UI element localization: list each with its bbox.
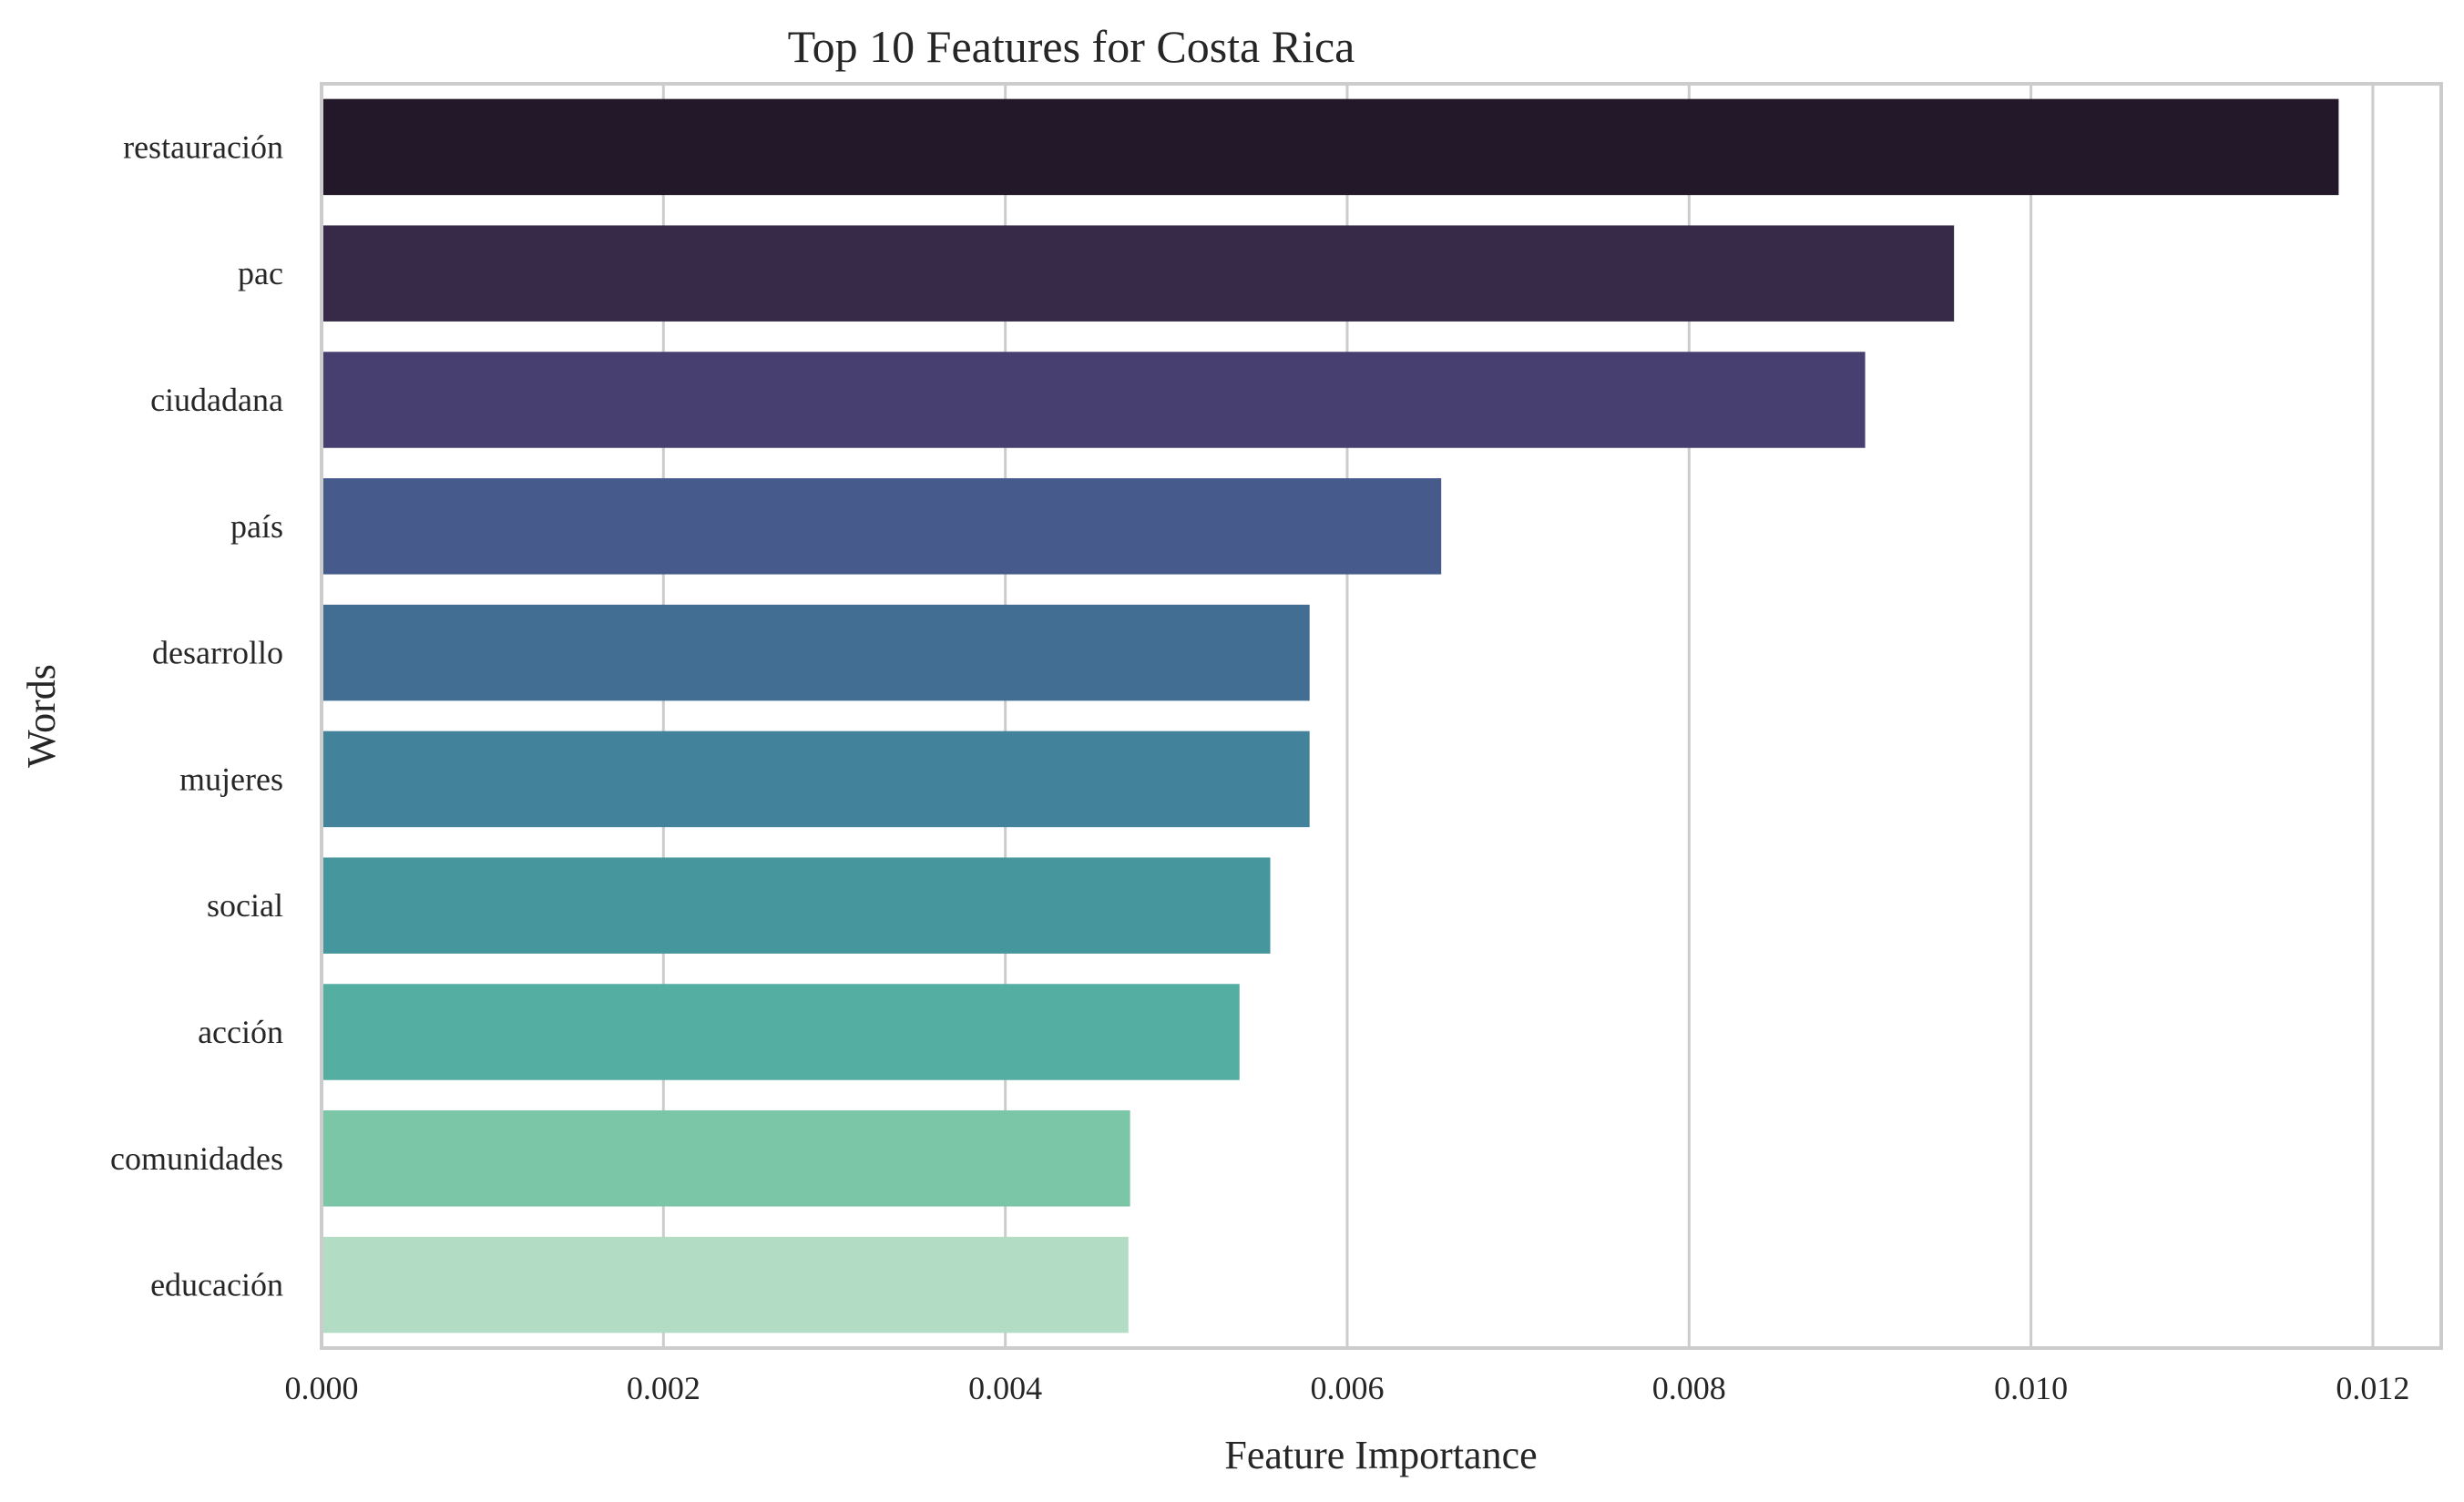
y-tick-label: desarrollo [152, 635, 283, 671]
x-tick-label: 0.010 [1994, 1370, 2068, 1406]
x-tick-label: 0.002 [627, 1370, 700, 1406]
y-tick-label: social [207, 887, 283, 924]
y-tick-label: educación [150, 1267, 283, 1303]
y-tick-label: restauración [123, 128, 283, 165]
y-tick-labels: restauración pac ciudadana país desarrollo mu… [110, 128, 283, 1303]
y-tick-label: país [230, 508, 283, 545]
x-tick-label: 0.012 [2336, 1370, 2409, 1406]
y-tick-label: mujeres [179, 761, 283, 797]
bar [322, 604, 1310, 701]
y-tick-label: pac [238, 255, 283, 291]
y-tick-label: comunidades [110, 1140, 283, 1177]
x-tick-label: 0.000 [285, 1370, 359, 1406]
bar [322, 1110, 1130, 1207]
plot-frame [320, 82, 2443, 1350]
y-tick-label: ciudadana [150, 382, 283, 418]
x-tick-labels: 0.000 0.002 0.004 0.006 0.008 0.010 0.012 [285, 1370, 2410, 1406]
x-tick-label: 0.004 [968, 1370, 1042, 1406]
bar [322, 478, 1442, 575]
y-tick-label: acción [198, 1014, 283, 1050]
bars [322, 98, 2339, 1333]
x-axis-label: Feature Importance [1224, 1433, 1537, 1477]
chart-title: Top 10 Features for Costa Rica [788, 21, 1355, 72]
bar [322, 731, 1310, 828]
x-tick-label: 0.008 [1652, 1370, 1726, 1406]
x-tick-label: 0.006 [1310, 1370, 1384, 1406]
bar [322, 857, 1271, 954]
bar [322, 225, 1955, 322]
bar [322, 984, 1240, 1080]
bar [322, 98, 2339, 196]
y-axis-label: Words [19, 664, 64, 768]
bar [322, 1236, 1129, 1333]
bar [322, 352, 1866, 448]
